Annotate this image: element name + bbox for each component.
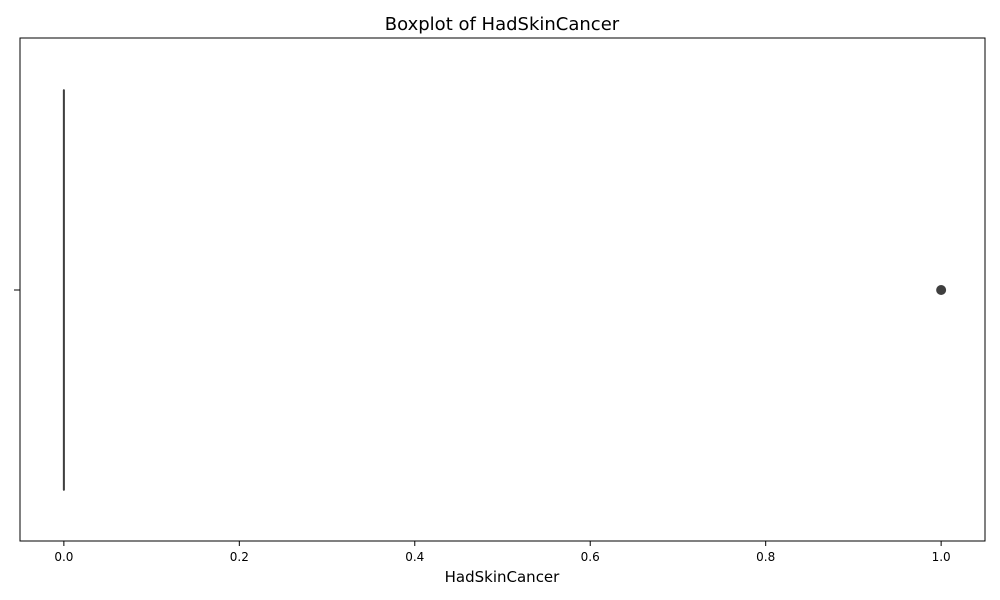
x-tick-label: 0.2 — [230, 550, 249, 564]
outlier-point — [936, 285, 947, 295]
axes-frame — [19, 37, 986, 542]
chart-title: Boxplot of HadSkinCancer — [385, 14, 620, 35]
x-tick-label: 1.0 — [932, 550, 951, 564]
x-tick-label: 0.4 — [405, 550, 424, 564]
x-axis-ticks: 0.0 0.2 0.4 0.6 0.8 1.0 — [54, 541, 951, 564]
x-axis-label: HadSkinCancer — [445, 568, 561, 586]
x-tick-label: 0.0 — [54, 550, 73, 564]
x-tick-label: 0.8 — [756, 550, 775, 564]
plot-area — [62, 89, 947, 491]
x-tick-label: 0.6 — [581, 550, 600, 564]
